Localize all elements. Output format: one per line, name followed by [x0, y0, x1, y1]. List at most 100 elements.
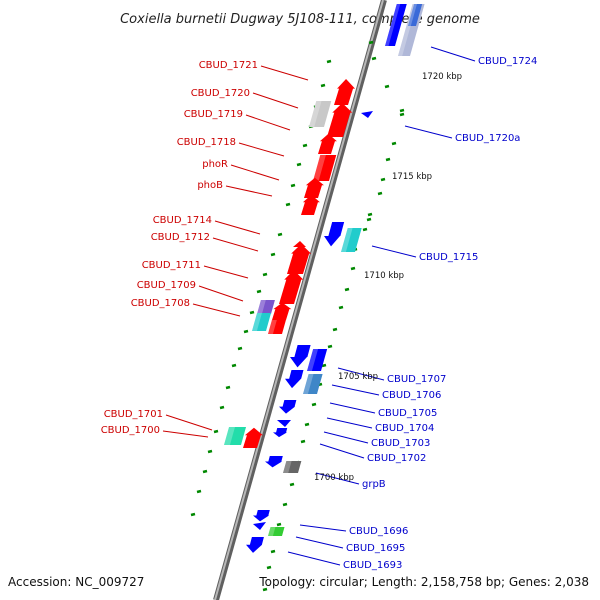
gene-reverse — [268, 320, 286, 334]
tick-mark — [202, 469, 208, 474]
tick-mark — [326, 59, 332, 64]
leader-line — [329, 402, 376, 414]
leader-line — [371, 245, 417, 258]
gene-label: phoR — [202, 159, 228, 170]
tick-mark — [290, 183, 296, 188]
gene-label: CBUD_1721 — [199, 60, 258, 71]
gene-label: CBUD_1720a — [455, 133, 520, 144]
map-title: Coxiella burnetii Dugway 5J108-111, comp… — [120, 12, 480, 27]
gene-label: CBUD_1715 — [419, 252, 478, 263]
tick-mark — [367, 212, 373, 217]
tick-mark — [304, 422, 310, 427]
gene-label: CBUD_1701 — [104, 409, 163, 420]
tick-mark — [285, 202, 291, 207]
kbp-label: 1700 kbp — [314, 473, 354, 483]
leader-line — [225, 185, 273, 197]
gene-reverse — [318, 133, 337, 154]
leader-line — [252, 92, 299, 109]
gene-label: CBUD_1719 — [184, 109, 243, 120]
tick-mark — [231, 363, 237, 368]
tick-mark — [213, 429, 219, 434]
kbp-label: 1715 kbp — [392, 172, 432, 182]
gene-label: CBUD_1711 — [142, 260, 201, 271]
accession-text: Accession: NC_009727 — [8, 575, 144, 589]
tick-mark — [327, 344, 333, 349]
gene-forward — [285, 370, 304, 389]
gene-label: CBUD_1718 — [177, 137, 236, 148]
leader-line — [299, 524, 347, 532]
tick-mark — [270, 252, 276, 257]
gene-forward — [408, 4, 423, 26]
tick-mark — [399, 108, 405, 113]
gene-forward — [253, 510, 270, 522]
gene-forward — [341, 228, 362, 252]
gene-label: CBUD_1702 — [367, 453, 426, 464]
gene-label: CBUD_1709 — [137, 280, 196, 291]
tick-mark — [219, 405, 225, 410]
leader-line — [404, 125, 453, 139]
tick-mark — [380, 177, 386, 182]
gene-reverse — [301, 194, 320, 215]
leader-line — [214, 220, 261, 235]
leader-line — [331, 384, 380, 396]
leader-line — [203, 265, 249, 279]
tick-mark — [377, 191, 383, 196]
tick-mark — [338, 305, 344, 310]
kbp-scale-labels: 1720 kbp 1715 kbp 1710 kbp 1705 kbp 1700 kbp — [314, 72, 462, 483]
gene-forward — [385, 4, 407, 46]
tick-mark — [282, 502, 288, 507]
reverse-strand-labels: CBUD_1721 CBUD_1720 CBUD_1719 CBUD_1718 phoR… — [101, 60, 309, 438]
leader-line — [430, 46, 476, 62]
leader-line — [295, 536, 344, 549]
tick-mark — [266, 565, 272, 570]
gene-forward-grpB — [283, 461, 302, 473]
gene-label: phoB — [197, 180, 223, 191]
leader-line — [212, 237, 259, 252]
leader-line — [238, 142, 285, 157]
leader-line — [319, 443, 365, 459]
gene-forward-cbud1715 — [324, 222, 345, 247]
gene-reverse — [252, 313, 272, 331]
tick-mark — [300, 439, 306, 444]
tick-mark — [237, 346, 243, 351]
tick-mark — [362, 227, 368, 232]
tick-mark — [207, 449, 213, 454]
tick-mark — [320, 83, 326, 88]
leader-line — [287, 551, 341, 566]
tick-mark — [196, 489, 202, 494]
tick-mark — [262, 587, 268, 592]
gene-forward — [279, 400, 297, 414]
tick-mark — [276, 522, 282, 527]
gene-reverse — [257, 300, 275, 314]
leader-line — [198, 285, 244, 302]
tick-mark — [385, 157, 391, 162]
tick-mark — [371, 56, 377, 61]
gene-reverse — [279, 270, 304, 304]
tick-mark — [302, 143, 308, 148]
leader-line — [337, 367, 385, 381]
gene-forward-small — [277, 420, 291, 427]
topology-text: Topology: circular; Length: 2,158,758 bp… — [258, 575, 589, 589]
gene-label: CBUD_1712 — [151, 232, 210, 243]
gene-reverse — [334, 79, 356, 105]
leader-line — [192, 303, 241, 317]
leader-line — [162, 430, 209, 438]
tick-mark — [256, 289, 262, 294]
tick-mark — [332, 327, 338, 332]
leader-line — [165, 414, 213, 431]
gene-reverse — [304, 177, 324, 198]
gene-forward — [307, 349, 328, 371]
forward-strand-labels: CBUD_1724 CBUD_1720a CBUD_1715 CBUD_1707 CBU… — [287, 46, 537, 571]
tick-mark — [366, 217, 372, 222]
kbp-label: 1705 kbp — [338, 372, 378, 382]
tick-mark — [350, 266, 356, 271]
tick-mark — [399, 112, 405, 117]
tick-mark — [311, 402, 317, 407]
tick-mark — [270, 549, 276, 554]
gene-reverse — [313, 155, 337, 181]
gene-label: CBUD_1720 — [191, 88, 250, 99]
gene-label: CBUD_1703 — [371, 438, 430, 449]
gene-forward-small — [361, 111, 373, 118]
gene-forward — [273, 428, 288, 438]
